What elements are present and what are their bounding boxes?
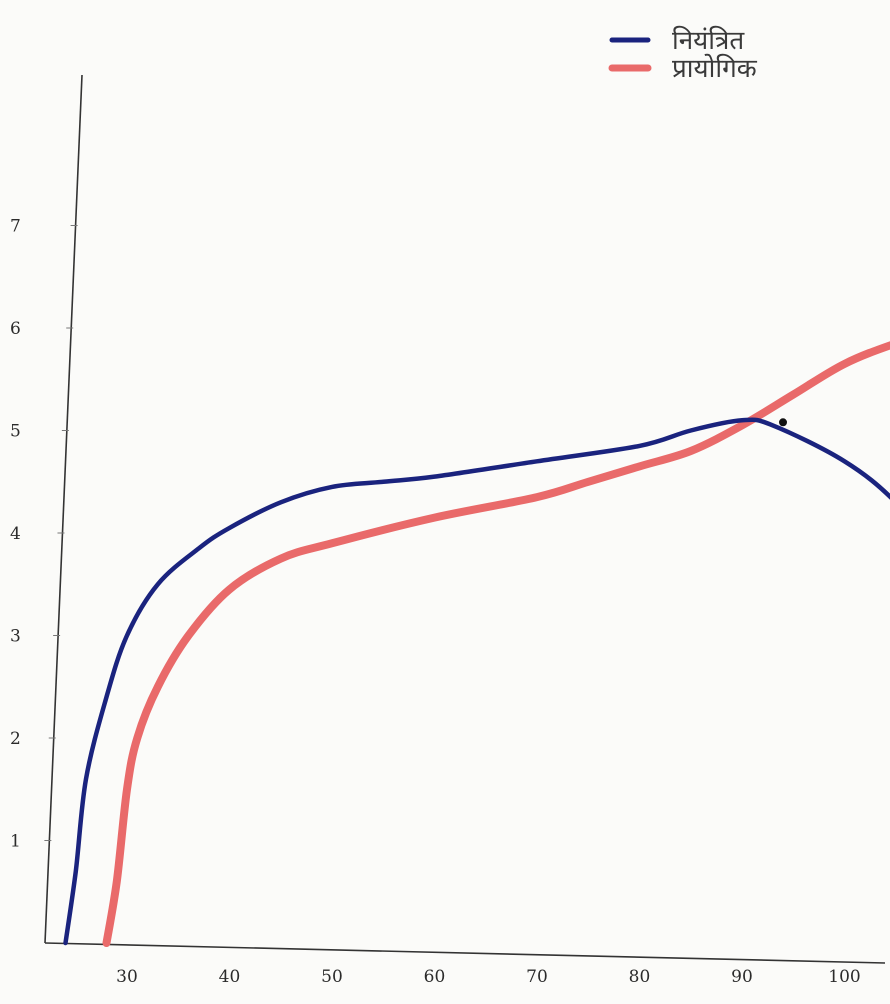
x-tick-label: 100 bbox=[828, 967, 860, 987]
x-tick-label: 70 bbox=[526, 967, 548, 987]
x-tick-label: 40 bbox=[219, 967, 241, 987]
tick-labels: 1234567304050607080901001101201301401501… bbox=[10, 217, 861, 988]
y-tick-label: 5 bbox=[10, 422, 21, 442]
y-tick-label: 3 bbox=[10, 627, 21, 647]
y-tick-label: 2 bbox=[10, 729, 21, 749]
y-tick-label: 1 bbox=[10, 832, 21, 852]
legend: नियंत्रितप्रायोगिक bbox=[608, 25, 758, 84]
x-tick-label: 80 bbox=[629, 967, 651, 987]
axes bbox=[44, 74, 886, 964]
x-axis bbox=[44, 942, 886, 964]
y-tick-label: 4 bbox=[10, 524, 21, 544]
series-line-experimental bbox=[102, 341, 890, 947]
series-line-controlled bbox=[63, 417, 890, 946]
intersection-point bbox=[779, 418, 787, 427]
x-tick-label: 90 bbox=[731, 967, 753, 987]
legend-label: प्रायोगिक bbox=[672, 53, 758, 84]
x-tick-label: 60 bbox=[424, 967, 446, 987]
y-tick-label: 7 bbox=[10, 217, 21, 237]
y-tick-label: 6 bbox=[10, 319, 21, 339]
x-tick-label: 30 bbox=[116, 967, 138, 987]
series-lines bbox=[63, 341, 890, 947]
y-axis bbox=[44, 74, 83, 944]
legend-label: नियंत्रित bbox=[672, 25, 745, 56]
x-tick-label: 50 bbox=[321, 967, 343, 987]
